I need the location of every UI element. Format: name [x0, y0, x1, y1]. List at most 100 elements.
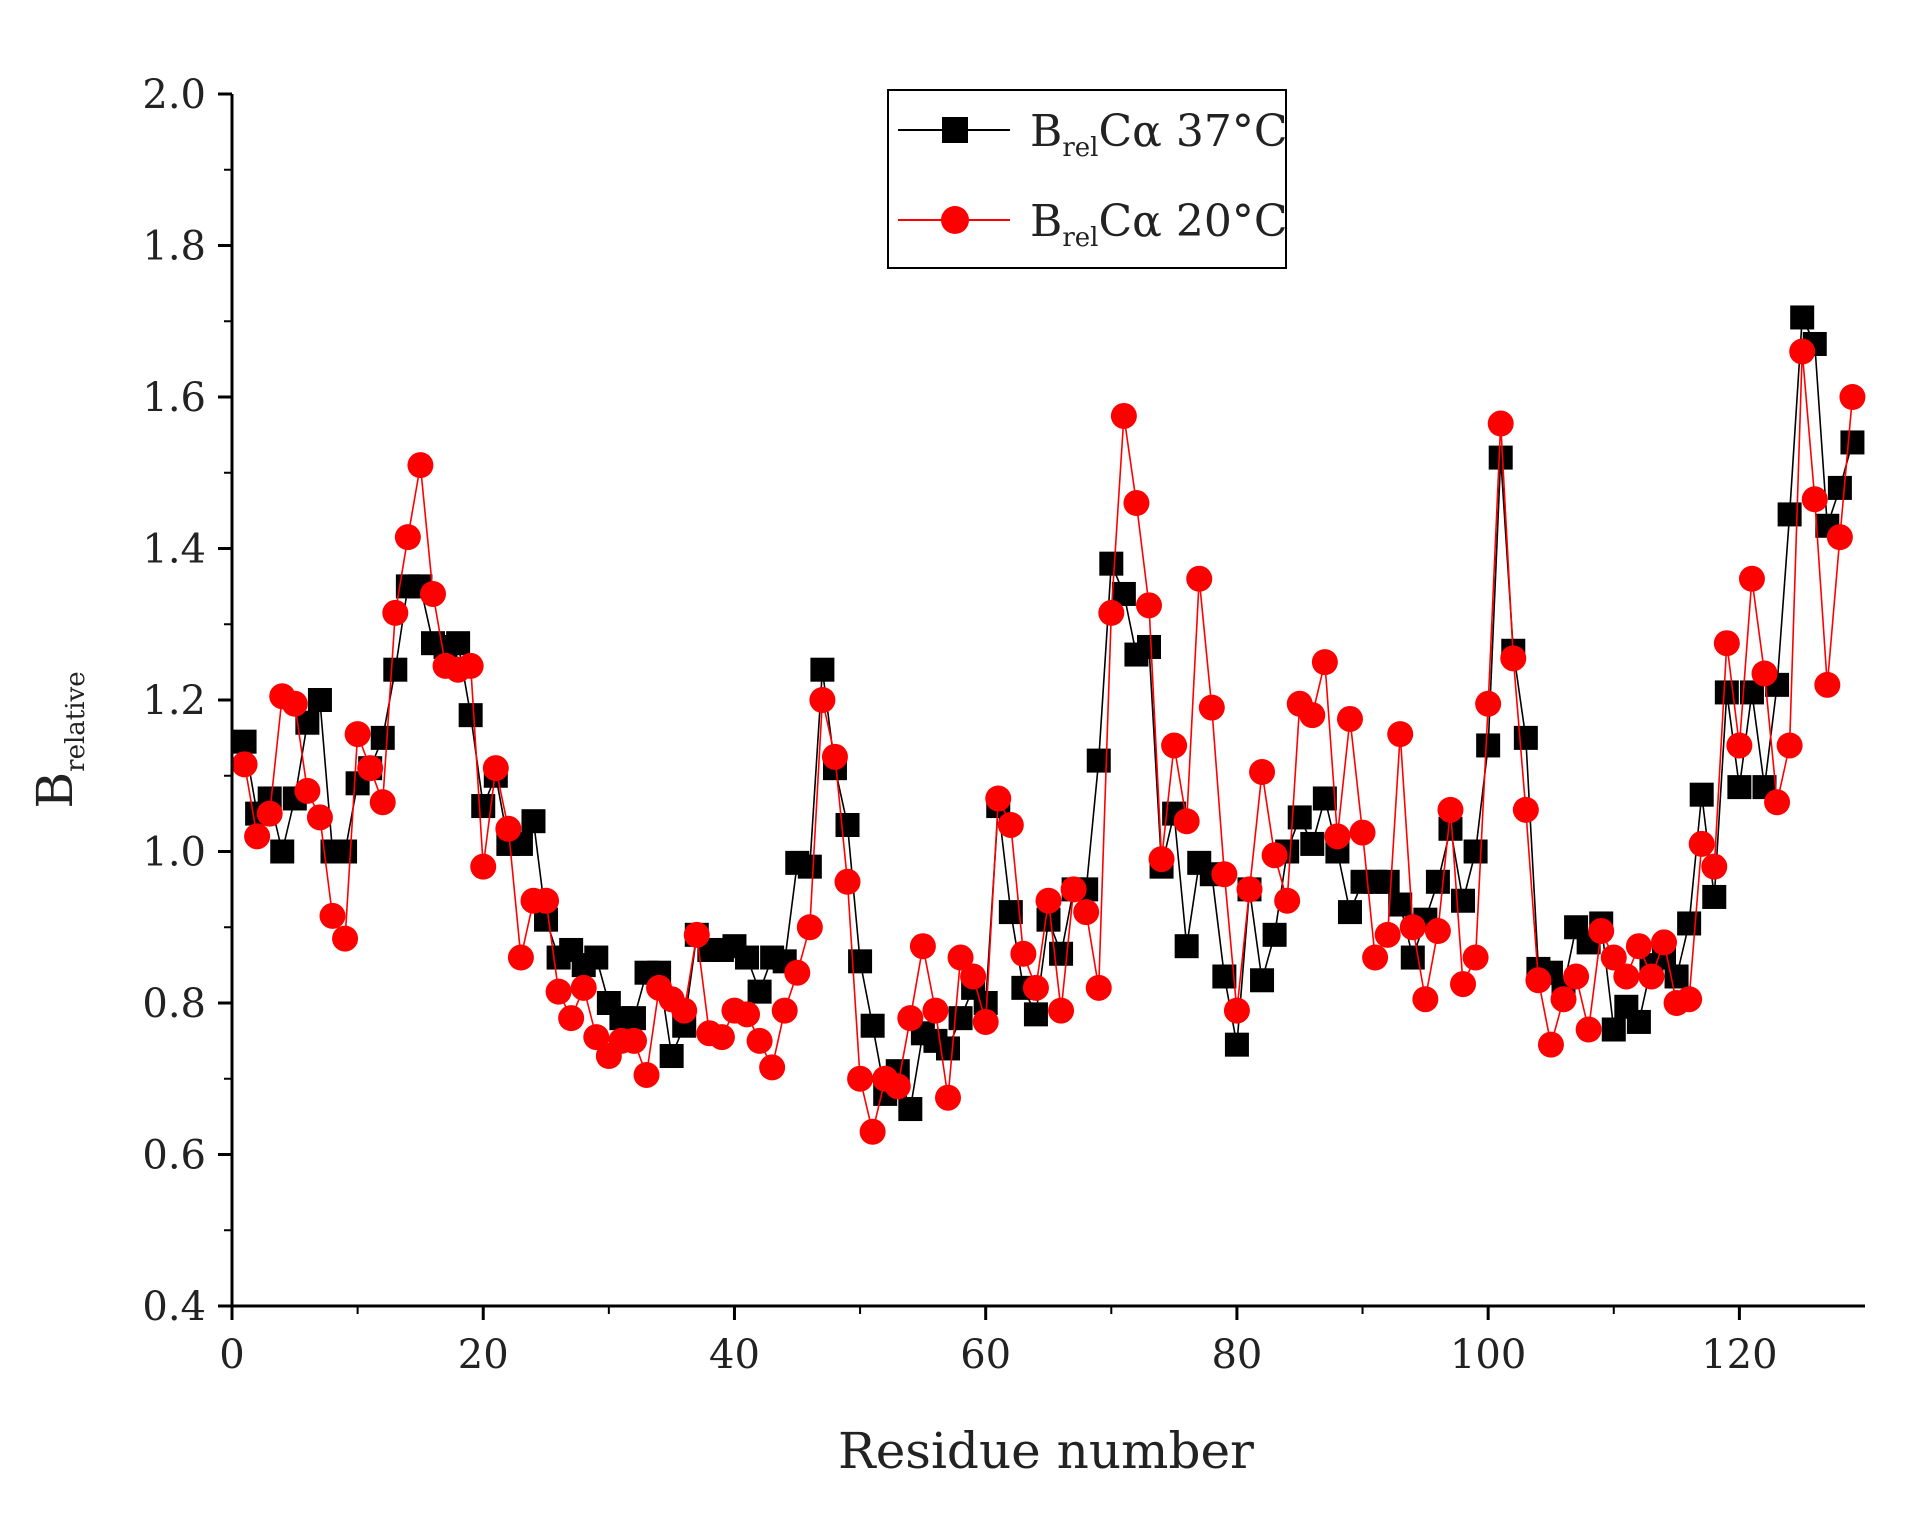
data-point: [1839, 384, 1866, 410]
data-point: [457, 652, 484, 679]
data-point: [1840, 430, 1865, 455]
data-point: [1588, 918, 1615, 945]
data-point: [947, 944, 974, 971]
data-point: [369, 789, 396, 816]
data-point: [1676, 986, 1703, 1013]
data-point: [1035, 887, 1062, 914]
data-point: [1827, 475, 1852, 500]
data-point: [960, 963, 987, 990]
data-point: [1814, 671, 1841, 698]
data-point: [834, 868, 861, 895]
data-point: [1488, 445, 1513, 470]
data-point: [1022, 974, 1049, 1001]
x-tick-label: 120: [1701, 1332, 1777, 1378]
data-point: [935, 1084, 962, 1111]
data-point: [1789, 338, 1816, 365]
data-point: [1236, 876, 1263, 903]
data-point: [1224, 1032, 1249, 1057]
y-tick-label: 0.8: [142, 981, 206, 1027]
data-point: [256, 800, 283, 827]
data-point: [1563, 963, 1590, 990]
legend-label-37-sub: rel: [1062, 133, 1098, 163]
data-point: [584, 945, 609, 970]
data-point: [407, 452, 434, 479]
data-point: [370, 725, 395, 750]
data-point: [1261, 842, 1288, 869]
tick-labels: 0 20 40 60 80 100 120 0.4 0.6 0.8 1.0 1.2 1.4 1.6 1.8 2…: [142, 72, 1777, 1378]
data-point: [306, 804, 333, 831]
data-point: [1714, 680, 1739, 705]
data-point: [244, 823, 271, 850]
data-point: [1110, 402, 1137, 429]
data-point: [383, 657, 408, 682]
y-axis-title: Brelative: [26, 671, 91, 808]
data-point: [1726, 732, 1753, 759]
data-point: [446, 631, 471, 656]
data-point: [621, 1006, 646, 1031]
data-point: [1349, 819, 1376, 846]
data-point: [1727, 775, 1752, 800]
data-point: [620, 1027, 647, 1054]
data-point: [1790, 305, 1815, 330]
data-point: [1249, 758, 1276, 785]
data-point: [1701, 853, 1728, 880]
data-point: [495, 815, 522, 842]
data-point: [1375, 869, 1400, 894]
data-point: [270, 839, 295, 864]
data-point: [1463, 839, 1488, 864]
data-point: [1638, 963, 1665, 990]
data-point: [859, 1118, 886, 1145]
data-point: [332, 925, 359, 952]
data-point: [1513, 725, 1538, 750]
data-point: [533, 887, 560, 914]
data-point: [997, 811, 1024, 838]
data-point: [1098, 599, 1125, 626]
data-point: [231, 751, 258, 778]
data-point: [281, 690, 308, 717]
data-point: [1136, 634, 1161, 659]
data-point: [633, 1061, 660, 1088]
data-point: [1550, 986, 1577, 1013]
x-tick-label: 60: [960, 1332, 1011, 1378]
data-point: [1374, 921, 1401, 948]
data-point: [797, 854, 822, 879]
data-point: [1575, 1016, 1602, 1043]
data-point: [1274, 887, 1301, 914]
data-point: [821, 743, 848, 770]
data-point: [558, 1005, 585, 1032]
data-point: [1161, 732, 1188, 759]
legend-label-37: BrelCα 37°C: [1030, 106, 1288, 163]
data-point: [948, 1006, 973, 1031]
data-point: [1099, 551, 1124, 576]
data-point: [1362, 944, 1389, 971]
data-point: [1689, 782, 1714, 807]
data-point: [344, 721, 371, 748]
data-point: [671, 997, 698, 1024]
data-point: [1299, 702, 1326, 729]
y-tick-label: 1.8: [142, 224, 206, 270]
data-point: [1173, 808, 1200, 835]
data-point: [507, 944, 534, 971]
data-point: [708, 1024, 735, 1051]
y-axis-title-sub: relative: [61, 671, 91, 771]
data-point: [1148, 846, 1175, 873]
data-point: [1677, 911, 1702, 936]
data-point: [470, 853, 497, 880]
data-point: [1462, 944, 1489, 971]
data-point: [809, 687, 836, 713]
y-tick-label: 1.4: [142, 527, 206, 573]
data-point: [1537, 1031, 1564, 1058]
data-point: [1399, 914, 1426, 941]
data-point: [1186, 565, 1213, 592]
data-point: [1300, 831, 1325, 856]
x-tick-label: 40: [709, 1332, 760, 1378]
data-point: [419, 580, 446, 607]
legend-label-20-sub: rel: [1062, 223, 1098, 253]
data-point: [1664, 964, 1689, 989]
data-point: [1262, 922, 1287, 947]
y-tick-label: 1.6: [142, 375, 206, 421]
data-point: [1626, 1009, 1651, 1034]
data-point: [922, 997, 949, 1024]
data-point: [771, 997, 798, 1024]
